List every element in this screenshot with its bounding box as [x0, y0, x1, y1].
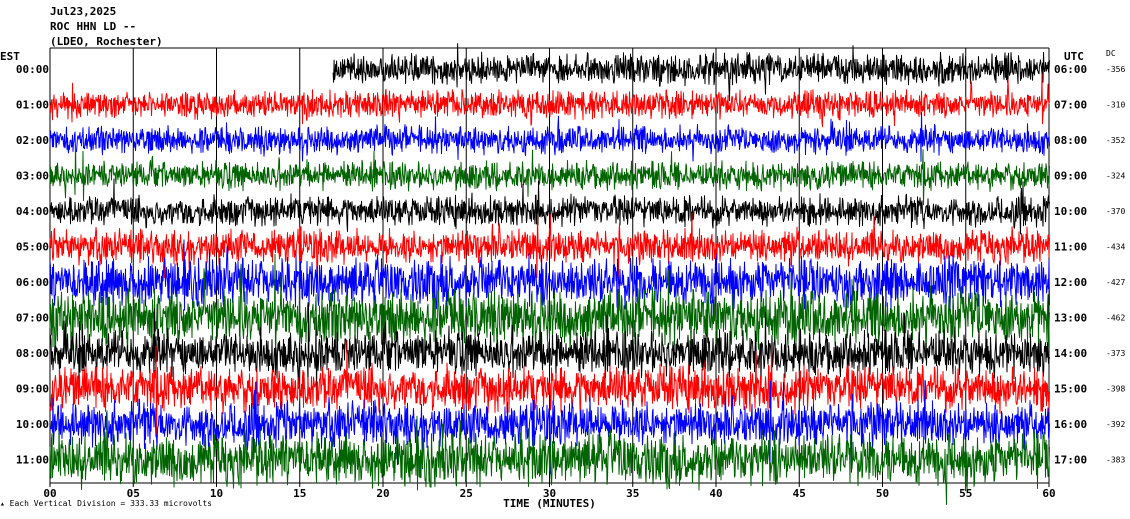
dc-offset-label: -462 [1106, 314, 1125, 323]
scale-note: Each Vertical Division = 333.33 microvol… [9, 499, 212, 508]
dc-offset-label: -373 [1106, 349, 1125, 358]
est-time-label: 07:00 [16, 312, 49, 325]
plot-header: Jul23,2025 ROC HHN LD -- (LDEO, Rocheste… [50, 4, 163, 49]
est-time-label: 08:00 [16, 347, 49, 360]
utc-time-label: 09:00 [1054, 170, 1087, 183]
dc-offset-label: -398 [1106, 385, 1125, 394]
x-tick-label: 20 [376, 487, 389, 500]
utc-time-label: 12:00 [1054, 276, 1087, 289]
est-axis-label: EST [0, 50, 20, 63]
utc-axis-label: UTC [1064, 50, 1084, 63]
est-time-label: 04:00 [16, 205, 49, 218]
logo-icon: ▴ [0, 499, 5, 508]
scale-footnote: ▴ Each Vertical Division = 333.33 microv… [0, 499, 212, 508]
date-label: Jul23,2025 [50, 5, 117, 18]
trace-1100 [49, 410, 1050, 505]
utc-time-label: 11:00 [1054, 241, 1087, 254]
dc-offset-label: -310 [1106, 101, 1125, 110]
est-time-label: 01:00 [16, 99, 49, 112]
est-time-label: 09:00 [16, 383, 49, 396]
utc-time-label: 13:00 [1054, 312, 1087, 325]
x-tick-label: 25 [460, 487, 473, 500]
x-tick-label: 30 [543, 487, 556, 500]
dc-offset-label: -356 [1106, 65, 1125, 74]
est-time-label: 06:00 [16, 276, 49, 289]
dc-header-label: DC [1106, 49, 1116, 58]
x-tick-label: 35 [626, 487, 639, 500]
x-axis-label: TIME (MINUTES) [503, 497, 596, 510]
dc-offset-label: -370 [1106, 207, 1125, 216]
network-label: (LDEO, Rochester) [50, 35, 163, 48]
utc-time-label: 17:00 [1054, 454, 1087, 467]
axis-labels: 00 05 10 15 20 25 30 35 40 45 50 55 60 TIME (MINUTES)… [0, 49, 1125, 510]
trace-0300 [49, 144, 1050, 206]
est-time-label: 03:00 [16, 170, 49, 183]
utc-time-label: 10:00 [1054, 205, 1087, 218]
utc-time-label: 16:00 [1054, 418, 1087, 431]
est-time-label: 00:00 [16, 63, 49, 76]
est-time-label: 11:00 [16, 454, 49, 467]
utc-time-label: 07:00 [1054, 99, 1087, 112]
dc-offset-label: -434 [1106, 243, 1125, 252]
x-tick-label: 45 [793, 487, 806, 500]
est-time-label: 05:00 [16, 241, 49, 254]
dc-offset-label: -383 [1106, 456, 1125, 465]
x-tick-label: 15 [293, 487, 306, 500]
utc-time-label: 15:00 [1054, 383, 1087, 396]
dc-offset-label: -324 [1106, 172, 1125, 181]
trace-0000 [332, 43, 1050, 102]
x-tick-label: 00 [43, 487, 56, 500]
utc-time-label: 14:00 [1054, 347, 1087, 360]
est-time-label: 02:00 [16, 134, 49, 147]
x-tick-label: 55 [959, 487, 972, 500]
trace-0600 [49, 239, 1050, 324]
trace-0900 [49, 340, 1050, 436]
dc-offset-label: -392 [1106, 420, 1125, 429]
trace-0500 [49, 212, 1050, 286]
est-time-label: 10:00 [16, 418, 49, 431]
trace-0200 [49, 111, 1050, 162]
dc-offset-label: -427 [1106, 278, 1125, 287]
trace-0700 [49, 253, 1050, 364]
utc-time-label: 08:00 [1054, 134, 1087, 147]
x-tick-label: 10 [210, 487, 223, 500]
x-tick-label: 60 [1042, 487, 1055, 500]
trace-0400 [49, 178, 1050, 235]
x-tick-label: 05 [127, 487, 140, 500]
dc-offset-label: -352 [1106, 136, 1125, 145]
x-tick-label: 40 [709, 487, 722, 500]
utc-time-label: 06:00 [1054, 63, 1087, 76]
x-tick-label: 50 [876, 487, 889, 500]
trace-0100 [49, 73, 1050, 128]
seismic-traces [49, 43, 1050, 505]
station-label: ROC HHN LD -- [50, 20, 137, 33]
trace-0800 [49, 303, 1050, 394]
